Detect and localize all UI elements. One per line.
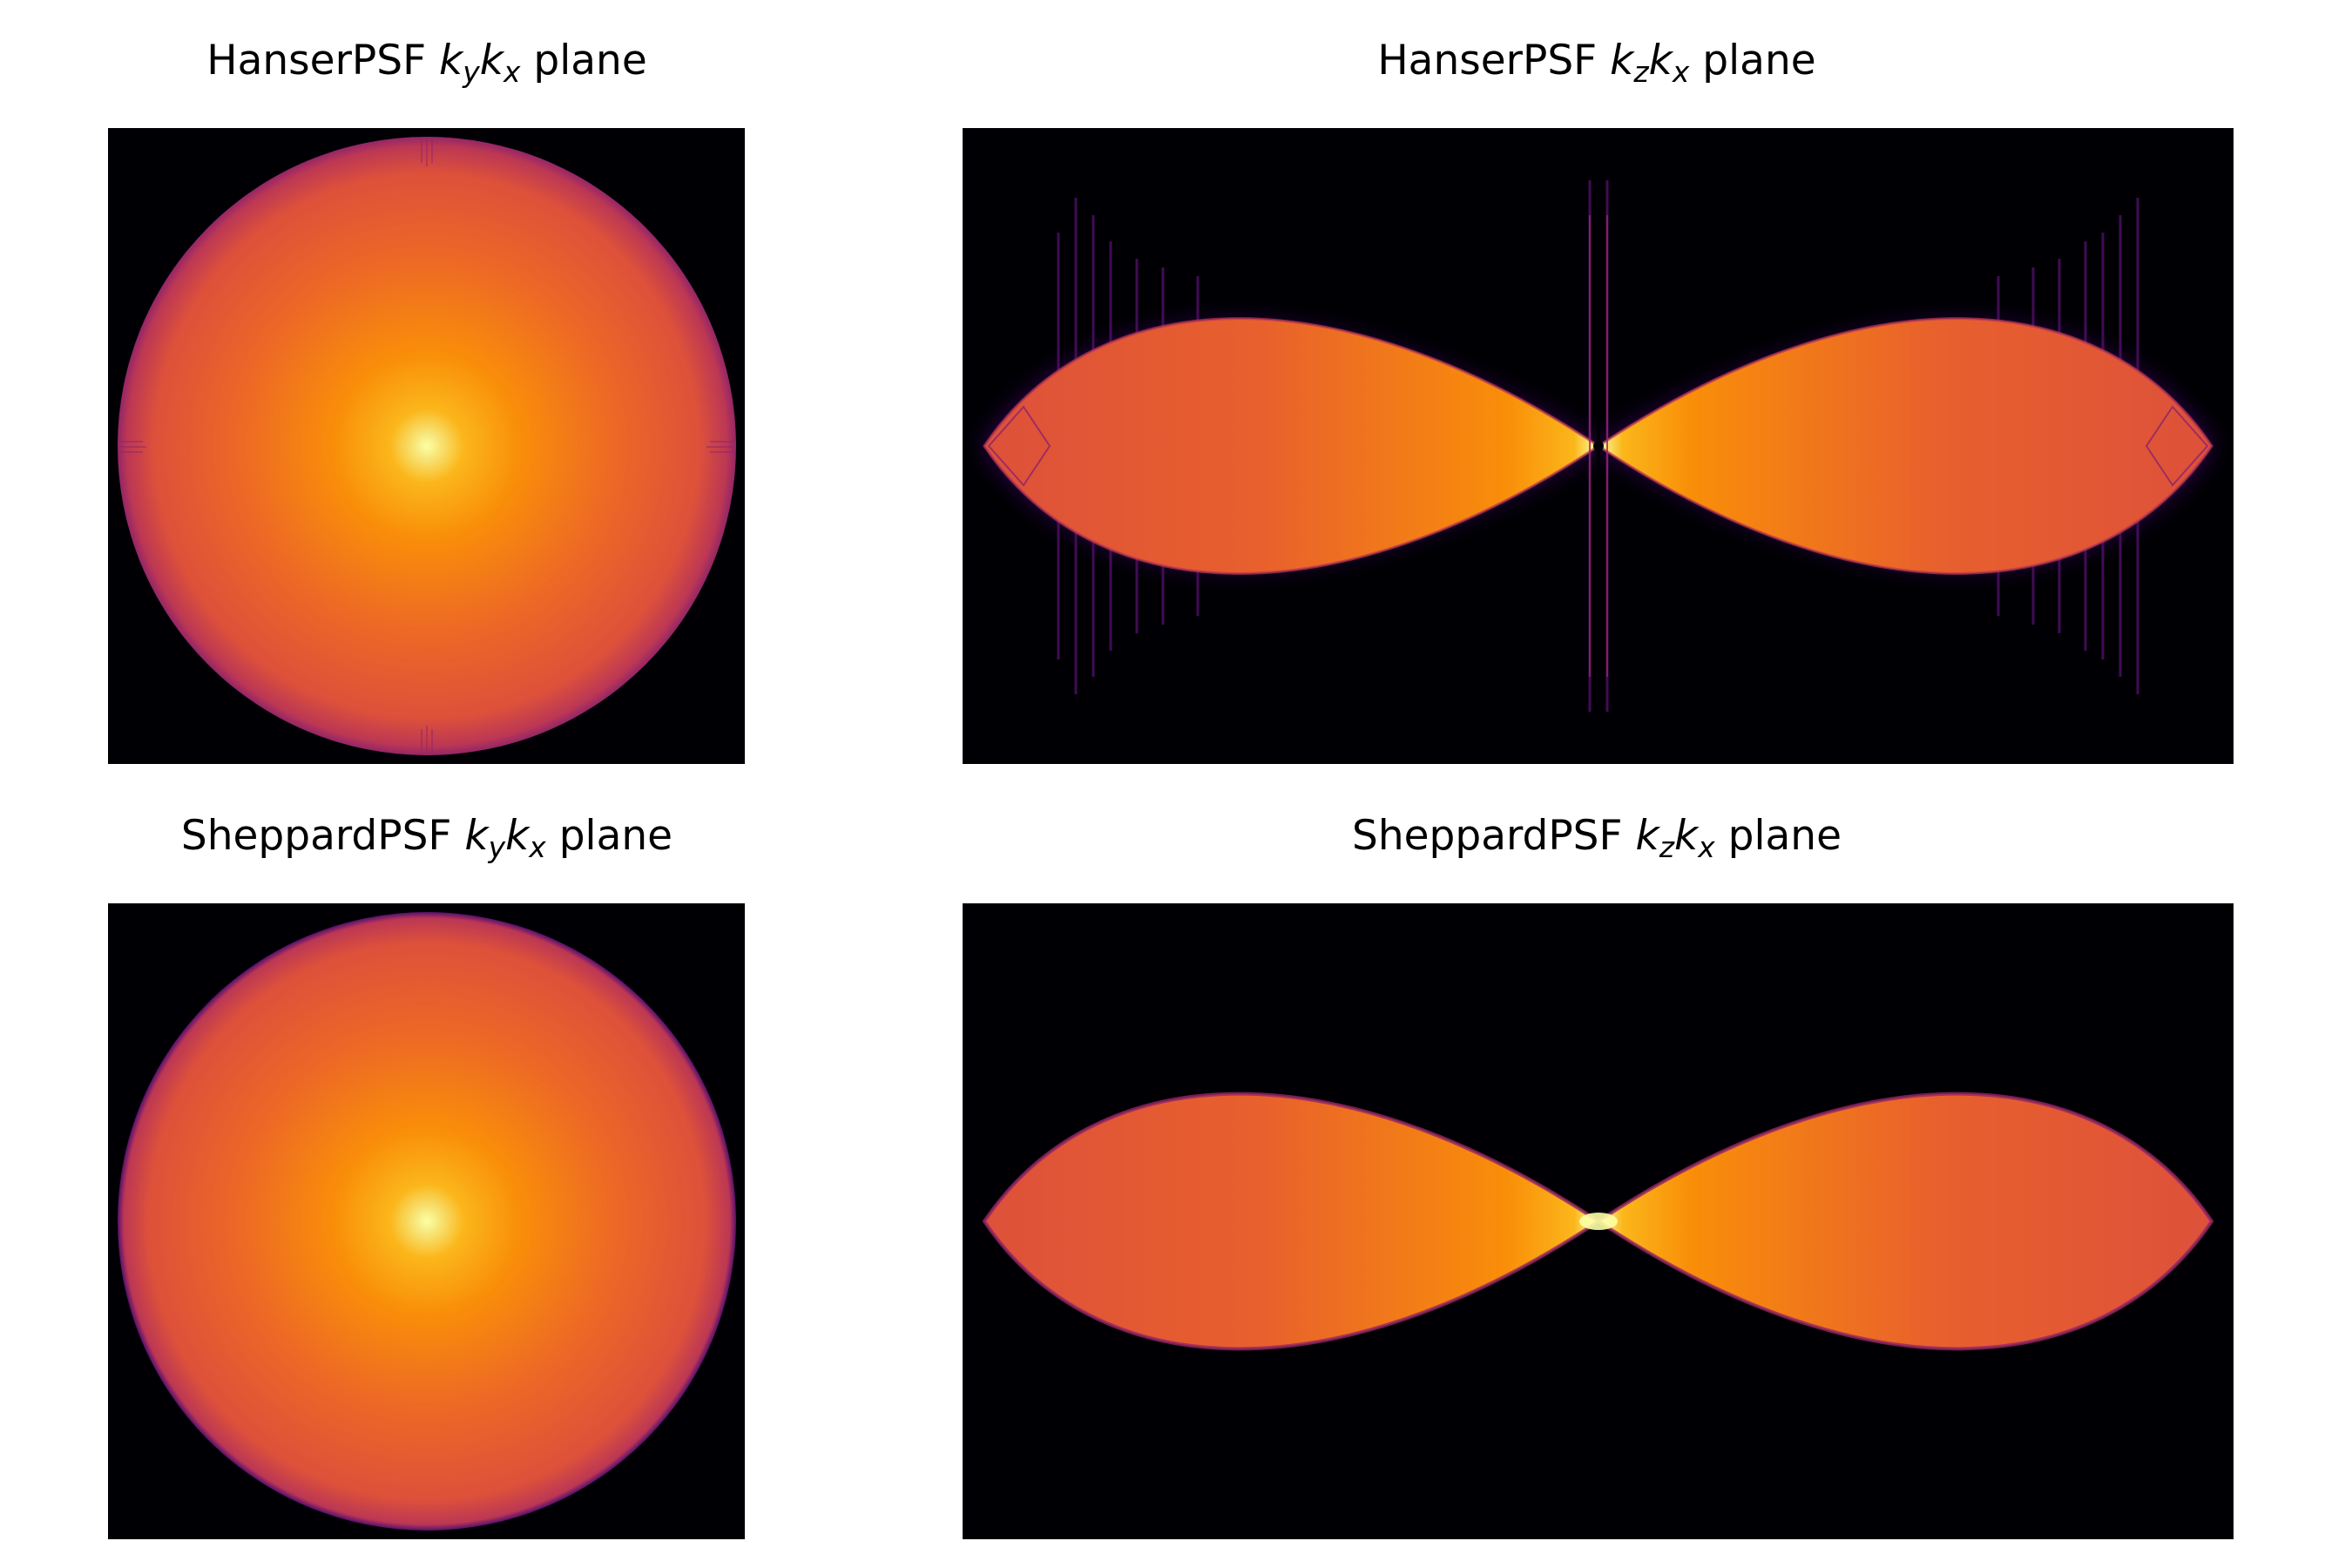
panel-title-sheppard-kzkx: SheppardPSF kzkx plane xyxy=(1352,815,1842,862)
otf-lobes-sheppard xyxy=(963,903,2234,1539)
image-sheppard-kzkx xyxy=(963,903,2234,1539)
title-prefix: SheppardPSF xyxy=(180,812,465,860)
title-math: kzkx xyxy=(1610,37,1690,90)
panel-title-hanser-kzkx: HanserPSF kzkx plane xyxy=(1377,37,1816,90)
title-math: kykx xyxy=(464,812,546,865)
right-lobe xyxy=(1598,1093,2212,1349)
left-lobe xyxy=(984,318,1598,574)
title-suffix: plane xyxy=(520,37,647,84)
panel-title-sheppard-kykx: SheppardPSF kykx plane xyxy=(181,815,672,862)
title-prefix: SheppardPSF xyxy=(1351,812,1636,860)
title-math: kykx xyxy=(439,37,521,90)
title-suffix: plane xyxy=(1714,812,1842,860)
title-suffix: plane xyxy=(545,812,673,860)
otf-lobes-hanser xyxy=(963,128,2234,764)
title-prefix: HanserPSF xyxy=(206,37,440,84)
right-lobe xyxy=(1598,318,2212,574)
title-suffix: plane xyxy=(1689,37,1816,84)
image-hanser-kykx xyxy=(108,128,745,764)
otf-disk-sheppard xyxy=(108,903,745,1539)
left-lobe xyxy=(984,1093,1598,1349)
panel-title-hanser-kykx: HanserPSF kykx plane xyxy=(206,37,647,90)
image-hanser-kzkx xyxy=(963,128,2234,764)
image-sheppard-kykx xyxy=(108,903,745,1539)
title-prefix: HanserPSF xyxy=(1377,37,1611,84)
title-math: kzkx xyxy=(1635,812,1715,865)
otf-disk-hanser xyxy=(108,128,745,764)
